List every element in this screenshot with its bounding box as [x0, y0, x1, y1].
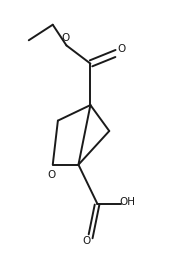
Text: O: O	[48, 170, 56, 180]
Text: O: O	[117, 44, 125, 54]
Text: OH: OH	[119, 197, 135, 207]
Text: O: O	[61, 33, 70, 43]
Text: O: O	[82, 236, 90, 246]
